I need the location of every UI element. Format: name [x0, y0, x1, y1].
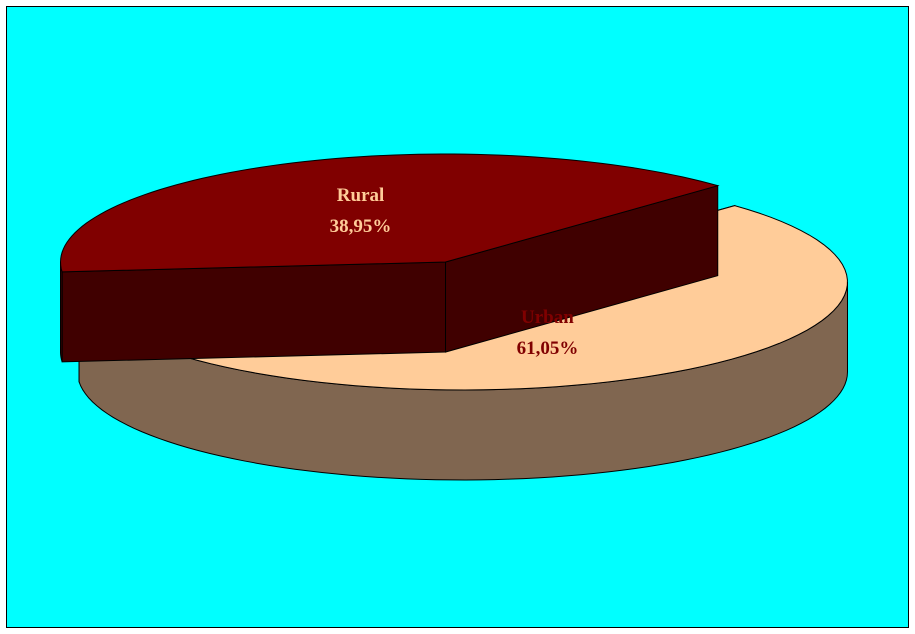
slice-value-urban: 61,05% [517, 338, 579, 359]
slice-value-rural: 38,95% [330, 216, 392, 237]
slice-rural-radial-wall-1 [61, 261, 447, 363]
slice-rural-top [60, 153, 720, 273]
slice-rural-outer-wall [60, 262, 63, 363]
slice-rural [60, 153, 720, 363]
pie-chart: Urban 61,05% Rural 38,95% [7, 7, 908, 627]
chart-area: Urban 61,05% Rural 38,95% [6, 6, 909, 628]
slice-label-urban: Urban [521, 307, 574, 328]
slice-label-rural: Rural [337, 185, 385, 206]
